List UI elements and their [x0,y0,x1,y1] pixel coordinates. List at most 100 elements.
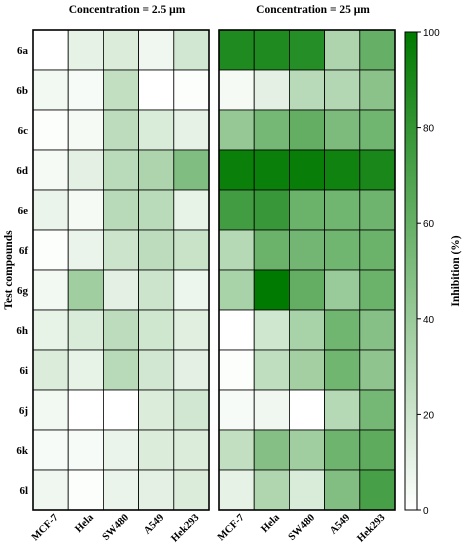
heatmap-cell-6l-hek293 [173,469,210,511]
colorbar-ticks: 0 20 40 60 80 100 [417,28,440,517]
heatmap-cell-6i-hek293 [173,349,210,391]
heatmap-cell-6k-mcf-7 [218,429,255,471]
heatmap-cell-6f-hek293 [173,229,210,271]
heatmap-cell-6c-sw480 [288,109,325,151]
x-tick-label: Hek293 [169,512,201,544]
heatmap-cell-6d-sw480 [103,149,140,191]
x-tick-label: A549 [142,512,166,536]
heatmap-cell-6l-sw480 [288,469,325,511]
x-tick-label: Hela [259,512,282,535]
heatmap-cell-6d-mcf-7 [32,149,69,191]
heatmap-cell-6a-a549 [324,29,361,71]
panel-title-low: Concentration = 2.5 μm [69,4,186,16]
colorbar-tick-label: 40 [423,315,435,326]
heatmap-cell-6i-mcf-7 [218,349,255,391]
heatmap-cell-6l-hek293 [359,469,396,511]
heatmap-cell-6a-a549 [138,29,175,71]
heatmap-cell-6h-sw480 [288,309,325,351]
heatmap-cell-6j-sw480 [103,389,140,431]
colorbar-gradient [404,31,418,511]
row-label-6f: 6f [19,245,29,257]
heatmap-cell-6c-mcf-7 [32,109,69,151]
heatmap-cell-6b-hela [67,69,104,111]
heatmap-cell-6k-sw480 [288,429,325,471]
heatmap-cell-6k-hek293 [359,429,396,471]
heatmap-cell-6b-a549 [138,69,175,111]
heatmap-cell-6e-mcf-7 [32,189,69,231]
heatmap-cell-6g-sw480 [288,269,325,311]
heatmap-cell-6e-sw480 [103,189,140,231]
heatmap-cell-6e-hek293 [173,189,210,231]
heatmap-cell-6g-mcf-7 [218,269,255,311]
row-label-6a: 6a [17,45,29,57]
heatmap-cell-6l-a549 [138,469,175,511]
y-axis-title: Test compounds [3,230,15,310]
heatmap-cell-6e-a549 [324,189,361,231]
heatmap-cell-6d-hela [67,149,104,191]
heatmap-cell-6c-a549 [138,109,175,151]
x-tick-label: Hek293 [355,512,387,544]
x-tick-label: MCF-7 [30,512,61,543]
heatmap-cell-6f-a549 [324,229,361,271]
colorbar-tick-label: 100 [423,28,440,39]
row-label-6k: 6k [16,445,29,457]
heatmap-cell-6g-sw480 [103,269,140,311]
heatmap-cell-6j-a549 [138,389,175,431]
heatmap-cell-6f-a549 [138,229,175,271]
heatmap-cell-6e-a549 [138,189,175,231]
heatmap-cell-6d-a549 [138,149,175,191]
heatmap-cell-6a-hela [253,29,290,71]
heatmap-cell-6h-hek293 [359,309,396,351]
heatmap-cell-6b-a549 [324,69,361,111]
heatmap-cell-6e-mcf-7 [218,189,255,231]
x-tick-label: SW480 [101,512,131,542]
cell-group-high [218,29,396,511]
heatmap-cell-6k-hela [67,429,104,471]
heatmap-cell-6b-hela [253,69,290,111]
heatmap-cell-6l-mcf-7 [218,469,255,511]
colorbar-title: Inhibition (%) [450,235,462,306]
heatmap-cell-6h-a549 [324,309,361,351]
heatmap-cell-6b-mcf-7 [32,69,69,111]
heatmap-cell-6c-hela [67,109,104,151]
heatmap-cell-6k-sw480 [103,429,140,471]
row-label-6c: 6c [18,125,29,137]
row-label-6l: 6l [19,485,28,497]
heatmap-cell-6e-sw480 [288,189,325,231]
colorbar-tick-label: 80 [423,124,435,135]
heatmap-cell-6h-sw480 [103,309,140,351]
row-label-6j: 6j [19,405,28,417]
heatmap-cell-6i-sw480 [103,349,140,391]
heatmap-cell-6a-mcf-7 [218,29,255,71]
cell-group-low [32,29,210,511]
heatmap-cell-6l-sw480 [103,469,140,511]
heatmap-cell-6e-hela [253,189,290,231]
heatmap-cell-6j-hek293 [173,389,210,431]
x-tick-label: Hela [73,512,96,535]
row-label-6h: 6h [16,325,28,337]
x-tick-label: MCF-7 [216,512,247,543]
heatmap-cell-6a-sw480 [103,29,140,71]
heatmap-cell-6c-hela [253,109,290,151]
heatmap-cell-6k-mcf-7 [32,429,69,471]
heatmap-cell-6c-hek293 [173,109,210,151]
heatmap-cell-6f-sw480 [288,229,325,271]
heatmap-cell-6g-hela [67,269,104,311]
heatmap-cell-6d-hek293 [359,149,396,191]
heatmap-panel-low-concentration: Concentration = 2.5 μm MCF-7 Hela SW480 A54… [30,4,210,544]
heatmap-cell-6f-mcf-7 [218,229,255,271]
heatmap-cell-6l-mcf-7 [32,469,69,511]
heatmap-cell-6b-sw480 [103,69,140,111]
heatmap-cell-6d-a549 [324,149,361,191]
heatmap-cell-6b-hek293 [359,69,396,111]
row-labels: 6a 6b 6c 6d 6e 6f 6g 6h 6i 6j 6k 6l [16,45,29,497]
heatmap-cell-6d-mcf-7 [218,149,255,191]
heatmap-cell-6b-mcf-7 [218,69,255,111]
heatmap-cell-6c-a549 [324,109,361,151]
heatmap-cell-6j-a549 [324,389,361,431]
heatmap-cell-6f-hela [253,229,290,271]
colorbar-tick-label: 20 [423,410,435,421]
heatmap-cell-6f-hela [67,229,104,271]
heatmap-cell-6c-hek293 [359,109,396,151]
